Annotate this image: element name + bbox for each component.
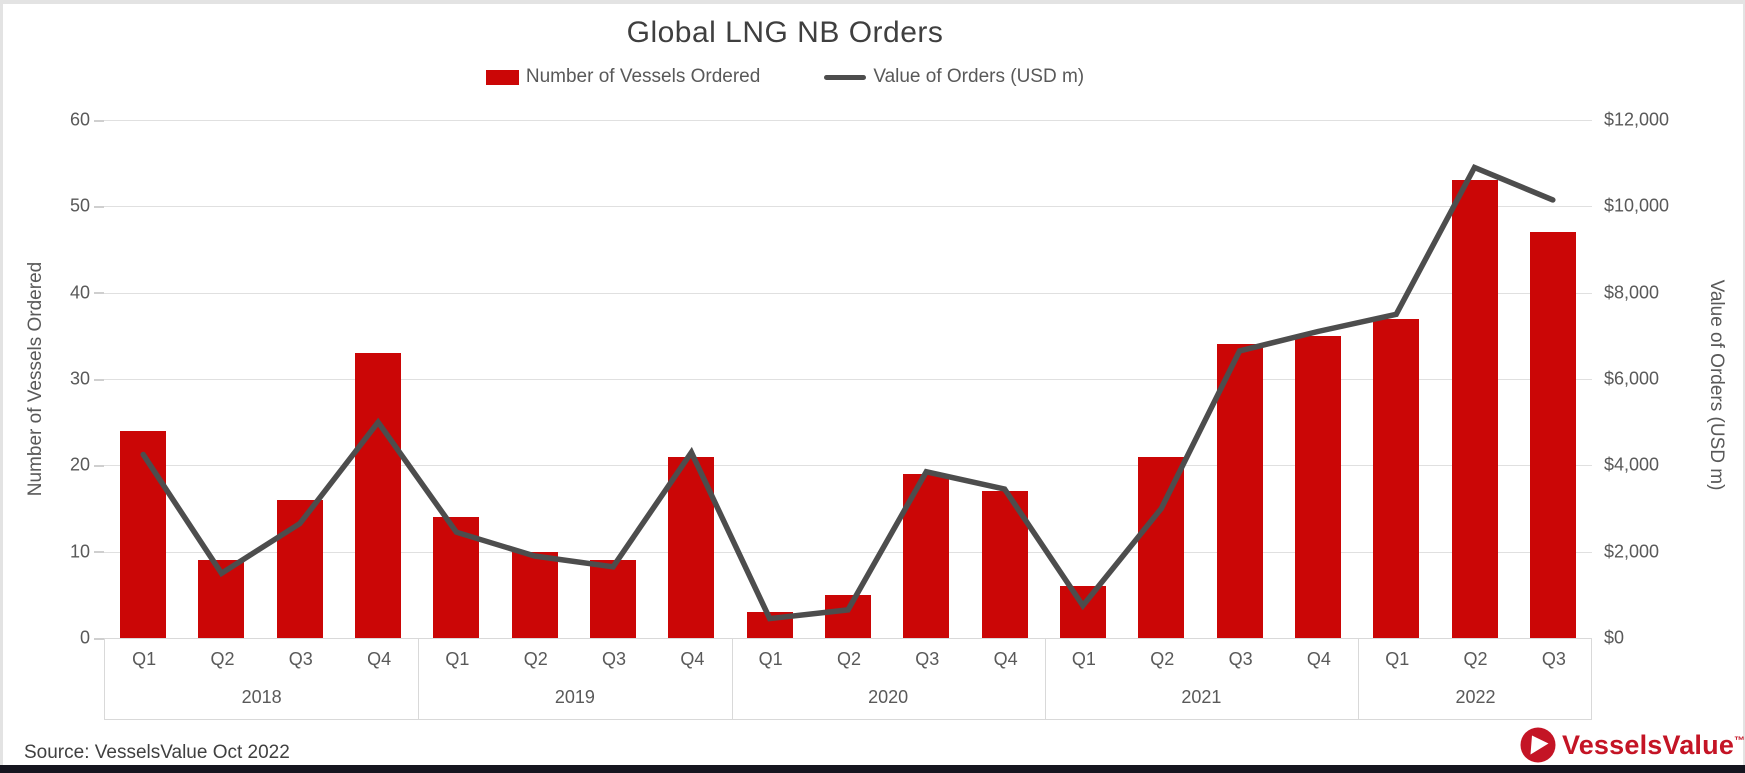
quarter-label-q3-2019: Q3 (602, 649, 627, 669)
gridline-20 (104, 465, 1592, 467)
vesselsvalue-logo-icon (1520, 727, 1556, 763)
legend-label-value: Value of Orders (USD m) (873, 66, 1085, 87)
year-divider (418, 639, 420, 719)
legend-item-value: Value of Orders (USD m) (824, 66, 1084, 88)
quarter-label-q1-2021: Q1 (1071, 649, 1096, 669)
left-axis-tick-label: 10 (69, 541, 90, 562)
legend-item-vessels: Number of Vessels Ordered (485, 66, 761, 88)
left-axis-tick-label: 0 (79, 627, 90, 648)
left-axis-tick (94, 119, 104, 122)
quarter-label-q1-2020: Q1 (758, 649, 783, 669)
quarter-label-q3-2021: Q3 (1228, 649, 1253, 669)
bar-2021-q1 (1059, 586, 1106, 638)
year-label-2018: 2018 (241, 687, 282, 707)
left-axis-tick-label: 20 (69, 454, 90, 475)
right-axis-tick-label: $12,000 (1604, 109, 1670, 130)
bar-2018-q1 (120, 430, 167, 638)
quarter-label-q4-2019: Q4 (680, 649, 705, 669)
plot-area: 0 $0 10 $2,000 20 $4,000 30 $6,000 40 $8,000 50 $10… (70, 110, 1669, 648)
quarter-label-q3-2020: Q3 (915, 649, 940, 669)
year-label-2020: 2020 (868, 687, 909, 707)
value-of-orders-line (140, 164, 1556, 622)
quarter-label-q3-2018: Q3 (288, 649, 313, 669)
quarter-label-q2-2021: Q2 (1150, 649, 1175, 669)
bar-2021-q4 (1294, 335, 1341, 638)
quarter-label-q4-2018: Q4 (367, 649, 392, 669)
left-axis-tick-label: 60 (69, 109, 90, 130)
gridline-30 (104, 379, 1592, 380)
left-axis-tick (94, 378, 104, 381)
left-axis-tick-label: 50 (69, 195, 90, 216)
quarter-label-q1-2019: Q1 (445, 649, 470, 669)
trademark-symbol: ™ (1734, 734, 1745, 747)
bar-2018-q4 (355, 353, 402, 638)
bottom-accent-bar (0, 765, 1745, 773)
quarter-label-q2-2020: Q2 (836, 649, 862, 669)
bar-2021-q3 (1216, 344, 1263, 638)
bar-2022-q1 (1373, 318, 1420, 638)
right-axis-tick-label: $4,000 (1604, 454, 1660, 475)
year-label-2022: 2022 (1455, 687, 1496, 707)
bar-2022-q3 (1529, 232, 1576, 638)
year-divider (1358, 639, 1360, 719)
quarter-label-q1-2018: Q1 (132, 649, 157, 669)
left-axis-tick (94, 292, 104, 295)
line-series-swatch (824, 74, 867, 80)
year-divider (1044, 639, 1046, 719)
quarter-label-q2-2019: Q2 (523, 649, 548, 669)
bar-2022-q2 (1451, 180, 1498, 638)
bar-2019-q2 (511, 551, 558, 638)
right-axis-tick-label: $6,000 (1604, 368, 1660, 389)
quarter-label-q4-2020: Q4 (993, 649, 1018, 669)
quarter-label-q4-2021: Q4 (1306, 649, 1331, 669)
legend: Number of Vessels Ordered Value of Order… (0, 66, 1570, 88)
left-axis-tick (94, 551, 104, 554)
year-divider (731, 639, 733, 719)
quarter-label-q2-2018: Q2 (210, 649, 235, 669)
right-axis-title: Value of Orders (USD m) (1706, 279, 1727, 491)
gridline-50 (104, 206, 1592, 208)
left-axis-tick (94, 205, 104, 208)
left-axis-tick (94, 464, 104, 467)
right-axis-tick-label: $8,000 (1604, 282, 1660, 303)
quarter-label-q3-2022: Q3 (1541, 649, 1566, 669)
quarter-label-q2-2022: Q2 (1463, 649, 1488, 669)
right-axis-tick-label: $0 (1604, 627, 1625, 648)
right-axis-tick-label: $10,000 (1604, 195, 1670, 216)
left-axis-tick (94, 637, 104, 640)
bar-2019-q3 (590, 560, 637, 638)
gridline-10 (104, 551, 1592, 553)
bar-2021-q2 (1138, 456, 1185, 638)
bar-2020-q2 (825, 594, 871, 638)
x-axis-band: Q1 Q2 Q3 Q4 2018 Q1 Q2 Q3 Q4 2019 Q1 Q2 Q3 Q4 2020 Q1 Q2… (104, 638, 1592, 720)
quarter-label-q1-2022: Q1 (1385, 649, 1410, 669)
logo-text: VesselsValue™ (1562, 729, 1745, 760)
left-axis-tick-label: 30 (69, 368, 90, 389)
left-axis-tick-label: 40 (69, 282, 90, 303)
chart-title: Global LNG NB Orders (626, 16, 944, 49)
source-note: Source: VesselsValue Oct 2022 (24, 742, 290, 763)
gridline-60 (104, 120, 1592, 121)
year-label-2021: 2021 (1181, 687, 1222, 707)
bar-series-swatch (485, 69, 519, 85)
legend-label-vessels: Number of Vessels Ordered (525, 66, 761, 87)
right-axis-tick-label: $2,000 (1604, 541, 1660, 562)
year-label-2019: 2019 (554, 687, 595, 707)
vesselsvalue-logo: VesselsValue™ (1520, 727, 1745, 763)
gridline-40 (104, 292, 1592, 294)
